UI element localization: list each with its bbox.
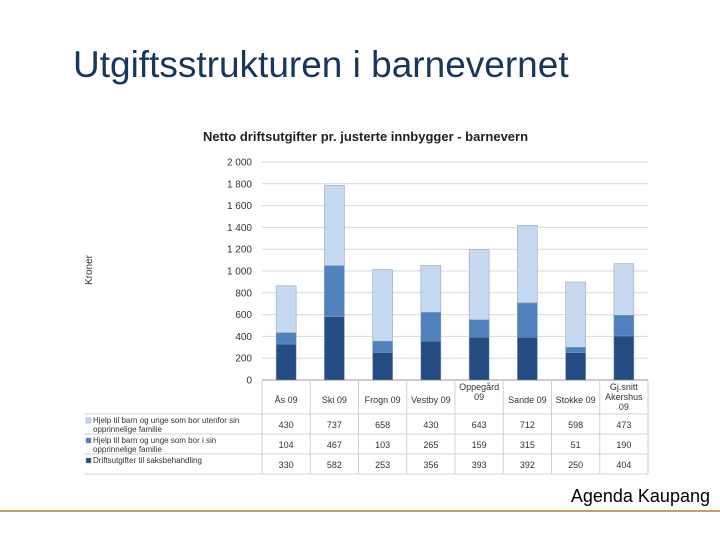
table-cell-value: 250 (568, 460, 583, 470)
table-cell-value: 190 (616, 440, 631, 450)
bar-segment (372, 340, 393, 353)
y-tick-label: 800 (235, 288, 252, 299)
chart-title: Netto driftsutgifter pr. justerte innbyg… (203, 129, 528, 144)
x-category-label: Ås 09 (275, 395, 298, 405)
table-cell-value: 598 (568, 420, 583, 430)
bar-segment (324, 265, 345, 317)
table-cell-value: 643 (472, 420, 487, 430)
table-cell-value: 330 (279, 460, 294, 470)
legend-swatch (85, 457, 92, 464)
table-cell-value: 737 (327, 420, 342, 430)
bar-segment (420, 340, 442, 381)
bar-segment (324, 185, 345, 266)
table-cell-value: 404 (616, 460, 631, 470)
table-cell-value: 467 (327, 440, 342, 450)
bar-segment (275, 343, 297, 381)
y-tick-label: 200 (235, 354, 252, 365)
stacked-bar-chart: Netto driftsutgifter pr. justerte innbyg… (84, 129, 649, 475)
bar-segment (613, 315, 635, 337)
legend-swatch (85, 437, 92, 444)
bars (275, 185, 635, 381)
legend-swatch (85, 417, 92, 424)
y-tick-label: 1 000 (227, 267, 252, 278)
bar-segment (420, 265, 442, 313)
table-cell-value: 393 (472, 460, 487, 470)
table-cell-value: 103 (375, 440, 390, 450)
table-cell-value: 315 (520, 440, 535, 450)
y-tick-label: 400 (235, 332, 252, 343)
table-cell-value: 356 (423, 460, 438, 470)
bar-segment (420, 312, 442, 342)
legend-label: Hjelp til barn og unge som bor utenfor s… (93, 416, 239, 425)
bar-segment (565, 346, 586, 354)
bar-segment (565, 352, 586, 381)
x-category-label: Akershus (605, 392, 643, 402)
x-category-label: Ski 09 (322, 395, 347, 405)
x-category-label: 09 (619, 402, 629, 412)
y-tick-label: 1 200 (227, 245, 252, 256)
bar-segment (468, 319, 490, 338)
y-axis-label: Kroner (84, 254, 95, 285)
table-cell-value: 658 (375, 420, 390, 430)
x-category-label: Gj.snitt (610, 382, 639, 392)
legend-label: opprinnelige familie (93, 445, 162, 454)
table-cell-value: 51 (571, 440, 581, 450)
y-tick-label: 1 400 (227, 223, 252, 234)
table-cell-value: 430 (423, 420, 438, 430)
table-cell-value: 712 (520, 420, 535, 430)
legend-label: Hjelp til barn og unge som bor i sin (93, 436, 216, 445)
y-axis-ticks: 0 200 400 600 800 1 000 1 200 1 400 1 600 1 800 2 … (227, 158, 252, 387)
bar-segment (275, 285, 297, 333)
bar-segment (517, 225, 538, 304)
bar-segment (613, 335, 635, 381)
table-cell-value: 473 (616, 420, 631, 430)
y-tick-label: 1 600 (227, 201, 252, 212)
x-category-label: Stokke 09 (556, 395, 596, 405)
table-cell-value: 265 (423, 440, 438, 450)
footer-divider (0, 510, 720, 512)
legend-label: opprinnelige familie (93, 425, 162, 434)
bar-segment (468, 336, 490, 381)
y-tick-label: 600 (235, 310, 252, 321)
x-category-label: Vestby 09 (411, 395, 451, 405)
table-cell-value: 392 (520, 460, 535, 470)
table-cell-value: 104 (279, 440, 294, 450)
bar-segment (468, 249, 490, 321)
bar-segment (565, 281, 586, 348)
bar-segment (372, 269, 393, 342)
y-tick-label: 1 800 (227, 179, 252, 190)
table-cell-value: 582 (327, 460, 342, 470)
bar-segment (324, 316, 345, 381)
bar-segment (517, 302, 538, 338)
y-tick-label: 2 000 (227, 158, 252, 169)
bar-segment (517, 337, 538, 381)
x-category-label: Frogn 09 (365, 395, 401, 405)
y-tick-label: 0 (246, 376, 252, 387)
grid-lines (262, 161, 648, 381)
x-category-label: Oppegård (459, 382, 499, 392)
x-category-label: 09 (474, 392, 484, 402)
slide-title: Utgiftsstrukturen i barnevernet (73, 44, 569, 85)
table-cell-value: 159 (472, 440, 487, 450)
x-category-label: Sande 09 (508, 395, 547, 405)
table-cell-value: 253 (375, 460, 390, 470)
bar-segment (613, 263, 635, 316)
footer-text: Agenda Kaupang (570, 486, 710, 506)
bar-segment (275, 332, 297, 345)
table-cell-value: 430 (279, 420, 294, 430)
bar-segment (372, 352, 393, 381)
legend-label: Driftsutgifter til saksbehandling (93, 456, 202, 465)
